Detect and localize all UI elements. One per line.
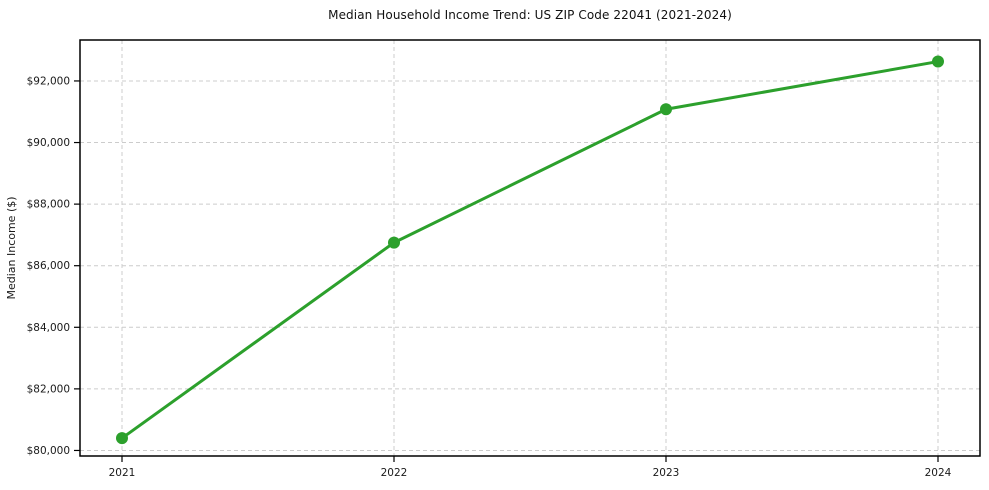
data-point-2022 bbox=[388, 236, 400, 249]
data-point-2024 bbox=[932, 55, 944, 68]
y-axis-label: Median Income ($) bbox=[5, 196, 18, 299]
trend-line bbox=[120, 60, 940, 440]
x-tick-label: 2024 bbox=[925, 467, 952, 479]
y-tick-label: $82,000 bbox=[27, 383, 70, 395]
data-point-2021 bbox=[116, 432, 128, 445]
x-tick-label: 2021 bbox=[109, 467, 136, 479]
y-tick-label: $92,000 bbox=[27, 75, 70, 87]
data-point-2023 bbox=[660, 103, 672, 116]
x-tick-label: 2022 bbox=[381, 467, 408, 479]
plot-border bbox=[79, 39, 981, 457]
y-tick-label: $86,000 bbox=[27, 260, 70, 272]
chart-title: Median Household Income Trend: US ZIP Co… bbox=[328, 8, 732, 22]
y-tick-label: $84,000 bbox=[27, 322, 70, 334]
y-tick-label: $80,000 bbox=[27, 445, 70, 457]
y-tick-label: $90,000 bbox=[27, 137, 70, 149]
x-tick-label: 2023 bbox=[653, 467, 680, 479]
y-tick-label: $88,000 bbox=[27, 199, 70, 211]
